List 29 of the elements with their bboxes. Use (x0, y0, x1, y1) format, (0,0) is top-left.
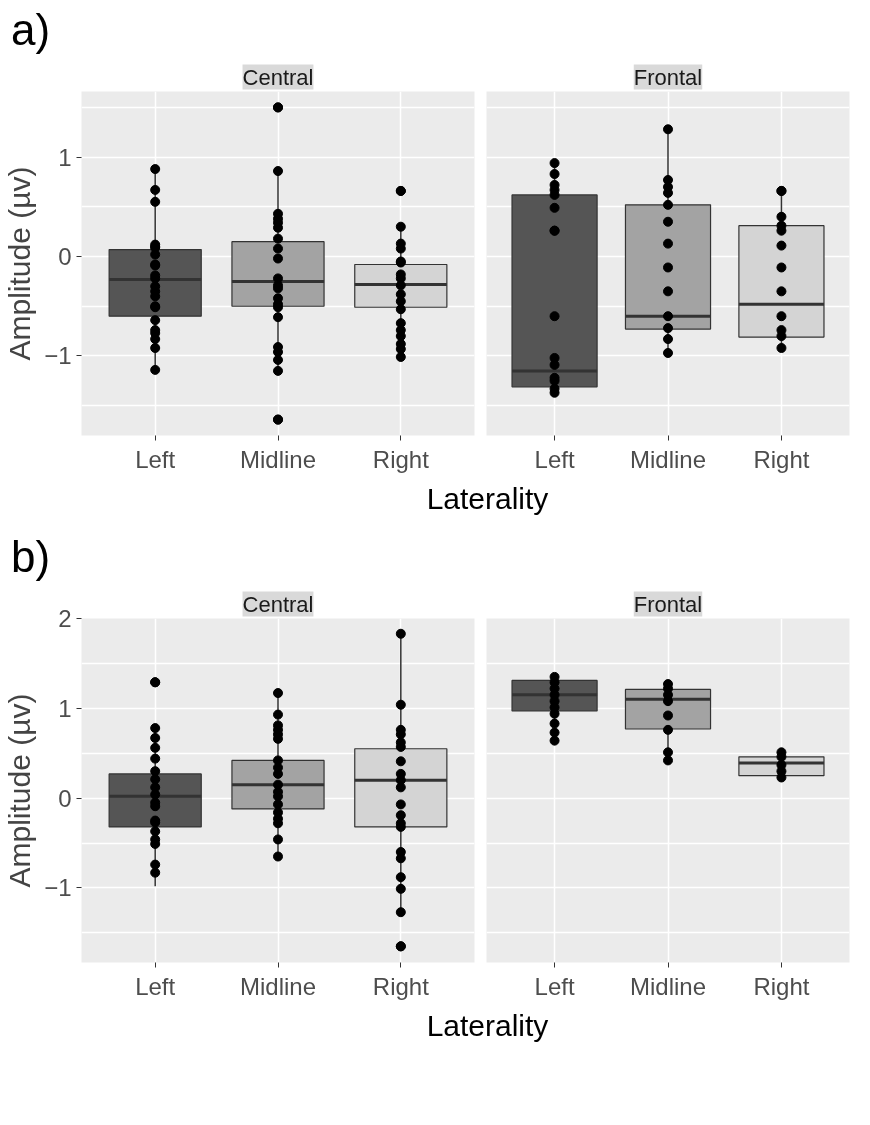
y-tick-label: −1 (44, 874, 72, 902)
x-tick-label: Midline (629, 445, 707, 473)
x-tick-label: Right (753, 445, 810, 473)
chart-title: Central (242, 64, 314, 90)
chart-title: Central (242, 591, 314, 617)
x-axis-title: Laterality (426, 1008, 549, 1044)
x-tick-label: Left (135, 445, 176, 473)
chart-title: Frontal (633, 591, 703, 617)
x-tick-label: Right (753, 972, 810, 1000)
y-tick-label: 2 (58, 605, 72, 632)
x-tick-label: Left (534, 972, 575, 1000)
x-axis-title: Laterality (426, 481, 549, 517)
y-tick-label: −1 (44, 342, 72, 370)
y-axis-title: Amplitude (µv) (3, 693, 37, 888)
y-tick-label: 1 (58, 143, 72, 171)
x-tick-label: Midline (239, 445, 317, 473)
x-tick-label: Left (135, 972, 176, 1000)
x-tick-label: Midline (629, 972, 707, 1000)
x-tick-label: Right (372, 445, 430, 473)
text: b) (11, 532, 51, 582)
text: a) (11, 5, 51, 55)
y-axis-title: Amplitude (µv) (3, 166, 37, 361)
x-tick-label: Midline (239, 972, 317, 1000)
y-tick-label: 1 (58, 694, 72, 722)
chart-title: Frontal (633, 64, 703, 90)
y-tick-label: 0 (58, 784, 72, 812)
x-tick-label: Left (534, 445, 575, 473)
x-tick-label: Right (372, 972, 430, 1000)
y-tick-label: 0 (58, 243, 72, 271)
